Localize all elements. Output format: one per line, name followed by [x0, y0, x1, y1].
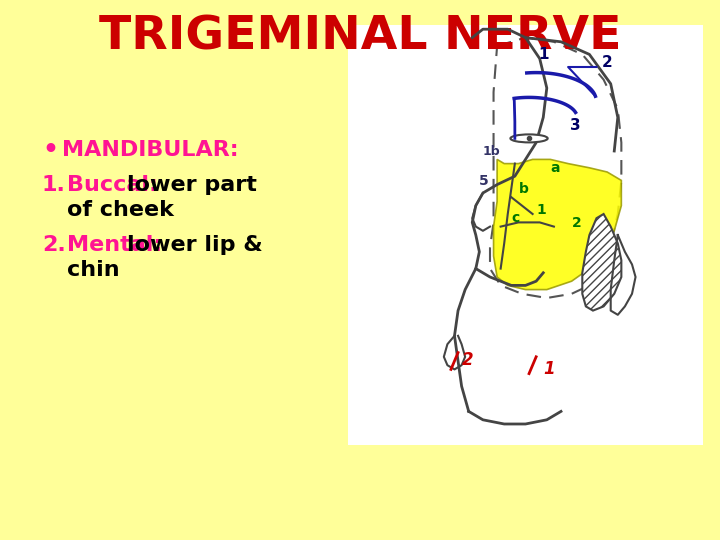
Text: 1.: 1.	[42, 175, 66, 195]
Text: TRIGEMINAL NERVE: TRIGEMINAL NERVE	[99, 15, 621, 59]
Text: •: •	[42, 138, 58, 162]
Text: chin: chin	[67, 260, 120, 280]
Text: lower part: lower part	[127, 175, 257, 195]
Text: 2.: 2.	[42, 235, 66, 255]
FancyBboxPatch shape	[348, 25, 703, 445]
Text: 5: 5	[480, 173, 489, 187]
Text: Mental:: Mental:	[67, 235, 162, 255]
Text: b: b	[518, 182, 528, 196]
Polygon shape	[582, 214, 621, 310]
Text: 2: 2	[462, 351, 473, 369]
Text: 2: 2	[602, 55, 613, 70]
Text: of cheek: of cheek	[67, 200, 174, 220]
Text: MANDIBULAR:: MANDIBULAR:	[62, 140, 238, 160]
Text: 1: 1	[544, 360, 555, 377]
Polygon shape	[493, 159, 621, 289]
Text: Buccal:: Buccal:	[67, 175, 158, 195]
Text: 2: 2	[572, 215, 582, 230]
Text: lower lip &: lower lip &	[127, 235, 263, 255]
Ellipse shape	[510, 134, 548, 143]
Text: a: a	[550, 161, 560, 175]
Text: 1: 1	[538, 47, 549, 62]
Text: c: c	[511, 211, 520, 225]
Text: 1b: 1b	[483, 145, 500, 158]
Text: 1: 1	[536, 203, 546, 217]
Text: 3: 3	[570, 118, 580, 133]
